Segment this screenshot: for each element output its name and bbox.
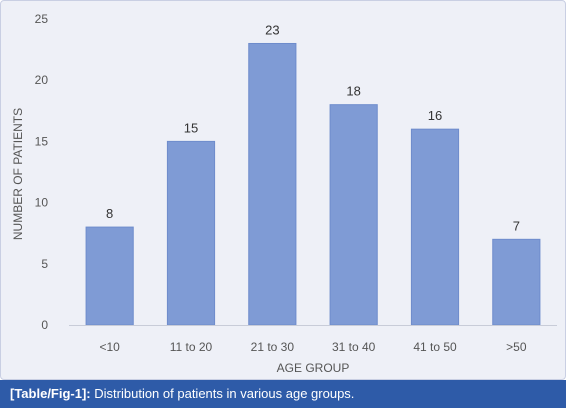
x-tick-label: <10 [99, 340, 120, 354]
bar-chart: 0 5 10 15 20 25 8 15 23 18 16 7 <10 11 to 20 21 to 3… [11, 12, 557, 375]
bar [248, 42, 297, 326]
y-tick-label: 0 [41, 318, 48, 332]
caption-tag: [Table/Fig-1]: [10, 386, 91, 401]
x-tick-label: 41 to 50 [413, 340, 457, 354]
y-tick-label: 25 [35, 12, 49, 26]
bars [85, 42, 541, 326]
data-label: 18 [346, 84, 360, 99]
figure-caption: [Table/Fig-1]: Distribution of patients … [0, 380, 566, 408]
bar [329, 104, 378, 326]
y-tick-label: 10 [35, 196, 49, 210]
data-label: 8 [106, 206, 113, 221]
bar [166, 140, 216, 326]
x-tick-label: 21 to 30 [251, 340, 295, 354]
bar [410, 128, 460, 326]
x-tick-label: 11 to 20 [170, 340, 213, 354]
data-label: 15 [184, 120, 198, 135]
x-axis-ticks: <10 11 to 20 21 to 30 31 to 40 41 to 50 >50 [99, 340, 526, 354]
x-tick-label: >50 [506, 340, 527, 354]
y-tick-label: 15 [35, 134, 49, 148]
y-tick-label: 5 [41, 257, 48, 271]
y-axis-ticks: 0 5 10 15 20 25 [35, 12, 49, 332]
chart-panel: 0 5 10 15 20 25 8 15 23 18 16 7 <10 11 to 20 21 to 3… [0, 0, 566, 380]
y-axis-label: NUMBER OF PATIENTS [11, 108, 25, 240]
caption-text: Distribution of patients in various age … [94, 386, 355, 401]
data-label: 16 [428, 108, 442, 123]
data-label: 7 [513, 218, 520, 233]
bar [85, 226, 134, 326]
data-label: 23 [265, 22, 279, 37]
bar [492, 238, 541, 326]
x-tick-label: 31 to 40 [332, 340, 376, 354]
x-axis-label: AGE GROUP [277, 361, 350, 375]
data-labels: 8 15 23 18 16 7 [106, 22, 520, 233]
y-tick-label: 20 [35, 73, 49, 87]
